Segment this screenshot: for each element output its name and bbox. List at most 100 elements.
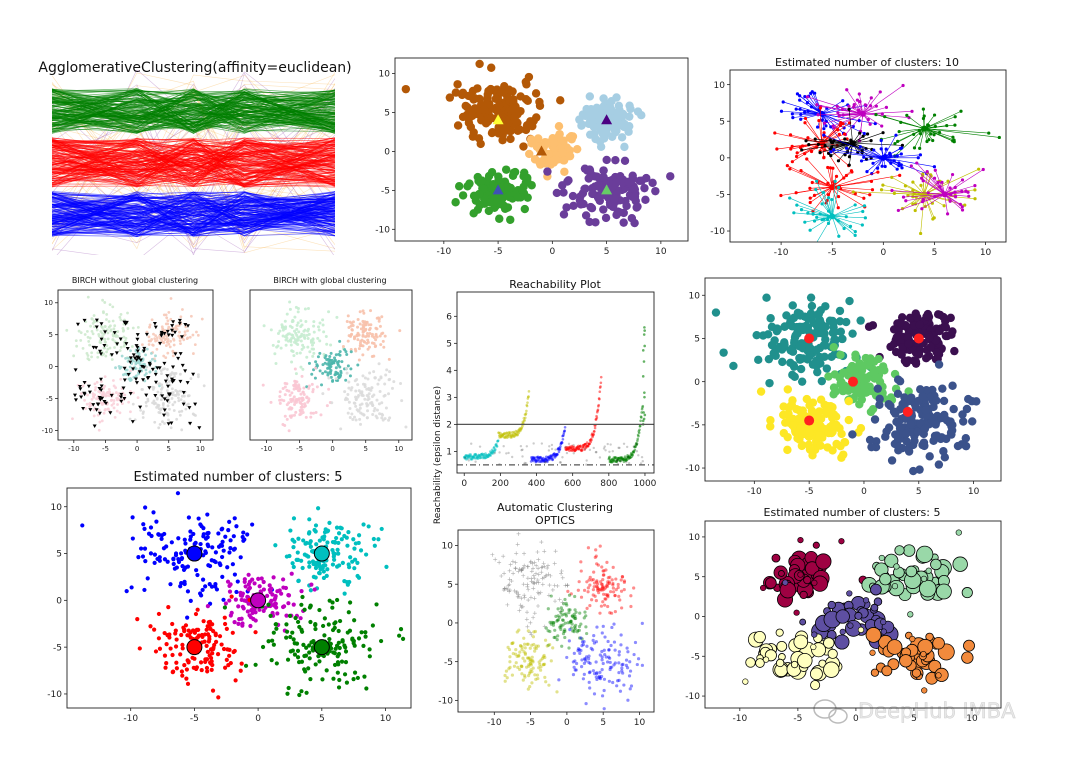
data-point (97, 408, 101, 412)
data-point (88, 343, 91, 347)
data-point (838, 123, 843, 128)
title-affinity: Estimated number of clusters: 10 (775, 56, 959, 69)
y-tick-label: -10 (42, 427, 53, 435)
data-point (821, 405, 831, 415)
data-point (356, 383, 360, 387)
data-point (232, 572, 237, 577)
exemplar-link (906, 115, 925, 129)
data-point (358, 322, 362, 326)
data-point (301, 538, 306, 543)
data-point (232, 620, 237, 625)
data-point (610, 194, 619, 204)
data-point (273, 543, 278, 548)
noise-point (510, 455, 514, 459)
data-point (344, 378, 348, 382)
data-point (209, 584, 215, 589)
data-point (560, 167, 569, 176)
data-point (349, 388, 353, 392)
data-point (933, 310, 943, 319)
data-point (619, 120, 629, 129)
data-point (870, 188, 875, 192)
data-point (866, 354, 875, 363)
series-line (52, 145, 335, 184)
data-point (121, 329, 125, 333)
data-point (370, 401, 374, 405)
data-point (806, 136, 810, 140)
data-point (176, 390, 179, 393)
data-point (296, 338, 300, 342)
data-point (347, 325, 351, 329)
data-point (231, 534, 236, 539)
data-point (152, 560, 157, 565)
data-point (642, 173, 651, 183)
subcluster-marker (98, 349, 103, 354)
data-point (795, 92, 800, 96)
data-point (300, 374, 304, 378)
data-point (288, 307, 292, 311)
data-point (179, 398, 183, 402)
data-point (334, 525, 340, 530)
data-point (813, 367, 822, 377)
data-point (880, 366, 889, 375)
data-point (299, 410, 303, 414)
exemplar-link (883, 157, 935, 167)
data-point (601, 213, 611, 223)
data-point (803, 95, 807, 99)
data-point (837, 334, 847, 344)
data-point (240, 591, 245, 596)
noise-point (595, 450, 598, 454)
data-point (334, 366, 338, 370)
exemplar-link (862, 91, 881, 115)
data-point (352, 566, 357, 571)
data-point (312, 330, 316, 334)
data-point (847, 107, 851, 111)
data-point (588, 189, 597, 199)
data-point (400, 399, 404, 403)
data-point (810, 90, 814, 94)
data-point (307, 327, 311, 331)
data-point (953, 115, 957, 119)
reachability-point (643, 344, 646, 348)
data-point (948, 199, 952, 203)
data-point (111, 338, 115, 342)
data-point (128, 365, 132, 369)
data-point (340, 360, 344, 364)
data-point (303, 541, 308, 546)
data-point (830, 327, 839, 337)
data-point (199, 667, 204, 673)
data-point (314, 542, 319, 547)
data-point (620, 156, 630, 166)
data-point (918, 146, 922, 150)
data-point (940, 180, 944, 184)
data-point (294, 410, 298, 414)
data-point (913, 208, 917, 213)
exemplar-link (832, 175, 900, 188)
data-point (920, 424, 930, 433)
data-point (528, 121, 537, 131)
data-point (341, 345, 345, 349)
title-birch-no-global: BIRCH without global clustering (72, 276, 198, 285)
exemplar-link (787, 165, 833, 188)
y-tick-label: 1 (446, 448, 452, 458)
subcluster-marker (122, 378, 127, 382)
data-point (160, 388, 163, 391)
data-point (105, 313, 109, 316)
data-point (231, 547, 236, 552)
data-point (162, 341, 166, 345)
noise-point (639, 462, 643, 465)
exemplar-point (941, 191, 948, 198)
data-point (136, 396, 140, 399)
data-point (205, 534, 210, 540)
reachability-point (642, 333, 646, 336)
data-point (605, 102, 615, 112)
data-point (372, 393, 376, 397)
data-point (840, 107, 844, 112)
data-point (921, 353, 931, 363)
data-point (163, 422, 166, 425)
data-point (817, 376, 827, 386)
exemplar-link (924, 125, 947, 129)
data-point (844, 146, 849, 150)
y-tick-label: -5 (46, 395, 53, 403)
data-point (822, 190, 826, 195)
data-point (106, 337, 110, 341)
